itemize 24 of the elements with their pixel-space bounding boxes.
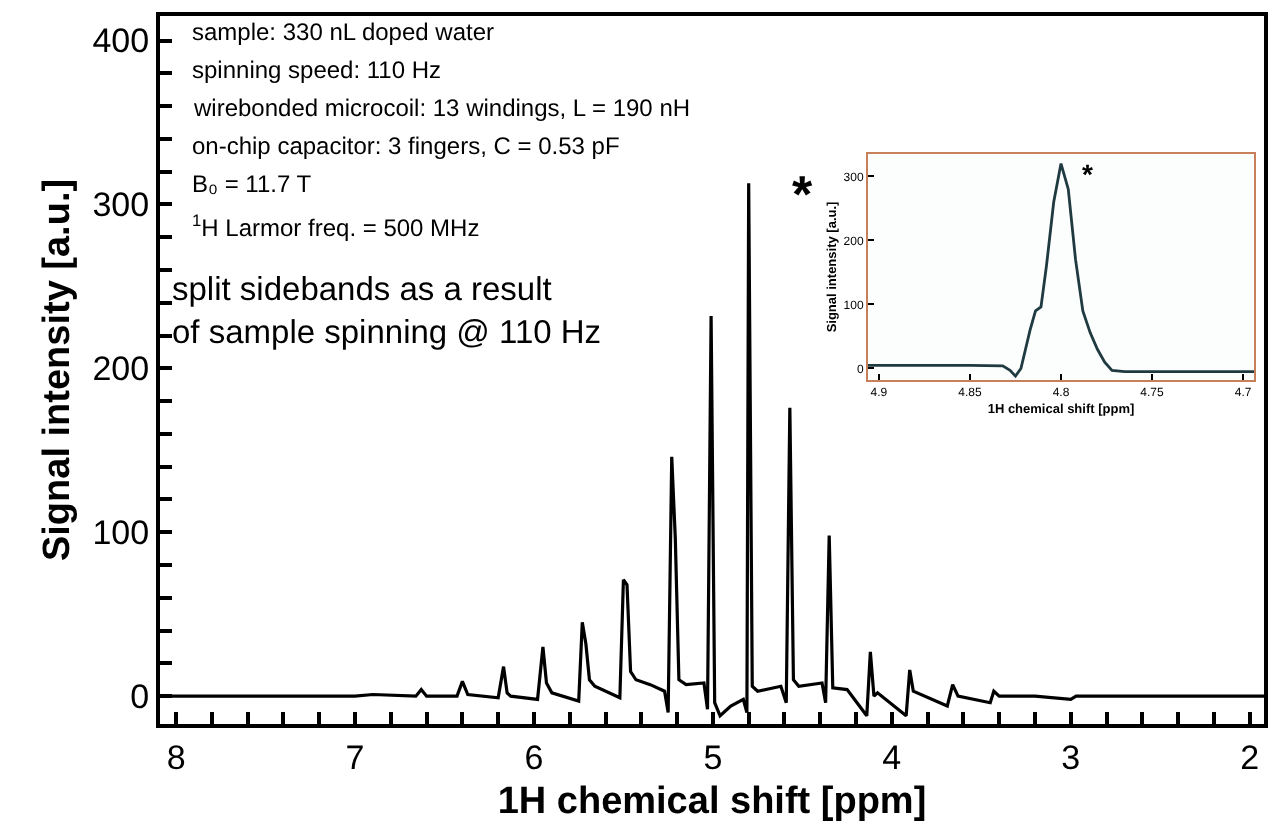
annotation: wirebonded microcoil: 13 windings, L = 190 nH <box>192 94 691 122</box>
x-tick-label: 4 <box>882 738 902 777</box>
annotation: $^{1}$H Larmor freq. = 500 MHz <box>192 210 480 243</box>
x-tick-label: 6 <box>524 738 544 777</box>
x-tick-label: 2 <box>1240 738 1260 777</box>
annotation: B₀ = 11.7 T <box>192 170 313 198</box>
x-tick-label: 3 <box>1061 738 1081 777</box>
y-axis-title: Signal intensity [a.u.] <box>37 178 80 562</box>
y-tick-label: 200 <box>92 350 150 389</box>
y-tick-label: 300 <box>92 186 150 225</box>
line-series <box>868 162 1254 378</box>
y-tick-label: 100 <box>92 514 150 553</box>
annotation: on-chip capacitor: 3 fingers, C = 0.53 pF <box>192 132 620 160</box>
annotation: split sidebands as a result of sample spinning @ 110 Hz <box>172 272 602 351</box>
annotation: * <box>1082 158 1094 190</box>
x-tick-label: 8 <box>166 738 186 777</box>
x-tick-label: 5 <box>703 738 723 777</box>
x-axis-title: 1H chemical shift [ppm] <box>497 781 927 824</box>
y-tick-label: 400 <box>92 22 150 61</box>
annotation: * <box>792 164 814 224</box>
x-tick-label: 7 <box>345 738 365 777</box>
annotation: spinning speed: 110 Hz <box>192 56 442 84</box>
annotation: sample: 330 nL doped water <box>192 18 494 46</box>
y-tick-label: 0 <box>130 678 150 717</box>
